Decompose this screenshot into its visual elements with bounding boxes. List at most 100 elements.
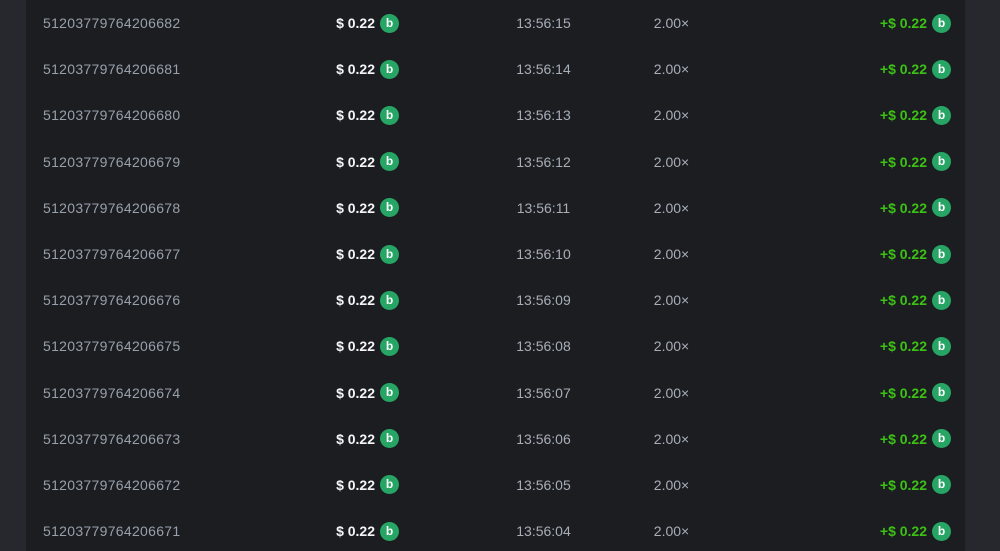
bet-amount-cell: $ 0.22 b: [306, 429, 399, 449]
table-row[interactable]: 51203779764206671 $ 0.22 b 13:56:04 2.00…: [26, 508, 965, 551]
bet-time: 13:56:04: [516, 523, 571, 540]
payout-value: +$ 0.22: [879, 61, 927, 78]
bet-id: 51203779764206678: [43, 199, 181, 216]
bcd-coin-icon: b: [380, 13, 399, 33]
bet-id: 51203779764206677: [43, 246, 181, 263]
bet-time: 13:56:14: [516, 61, 571, 78]
bet-amount-cell: $ 0.22 b: [306, 105, 399, 125]
table-row[interactable]: 51203779764206682 $ 0.22 b 13:56:15 2.00…: [26, 0, 965, 46]
bet-payout-cell: +$ 0.22 b: [765, 244, 965, 264]
coin-glyph: b: [937, 292, 946, 307]
bet-time: 13:56:05: [516, 476, 571, 493]
coin-glyph: b: [385, 292, 394, 307]
bet-amount-value: $ 0.22: [336, 338, 375, 355]
bcd-coin-icon: b: [380, 105, 399, 125]
bcd-coin-icon: b: [380, 152, 399, 172]
coin-glyph: b: [937, 523, 946, 538]
bet-amount-cell: $ 0.22 b: [306, 290, 399, 310]
coin-glyph: b: [385, 15, 394, 30]
table-row[interactable]: 51203779764206676 $ 0.22 b 13:56:09 2.00…: [26, 277, 965, 323]
bet-multiplier: 2.00×: [653, 430, 690, 447]
bet-amount-value: $ 0.22: [336, 153, 375, 170]
payout-value: +$ 0.22: [879, 15, 927, 32]
payout-value: +$ 0.22: [879, 246, 927, 263]
coin-glyph: b: [385, 61, 394, 76]
bet-amount-value: $ 0.22: [336, 199, 375, 216]
bet-id: 51203779764206671: [43, 523, 181, 540]
table-row[interactable]: 51203779764206672 $ 0.22 b 13:56:05 2.00…: [26, 462, 965, 508]
bet-id: 51203779764206676: [43, 292, 181, 309]
bet-amount-value: $ 0.22: [336, 292, 375, 309]
coin-glyph: b: [937, 154, 946, 169]
bcd-coin-icon: b: [932, 290, 951, 310]
bet-amount-value: $ 0.22: [336, 61, 375, 78]
coin-glyph: b: [937, 107, 946, 122]
table-row[interactable]: 51203779764206680 $ 0.22 b 13:56:13 2.00…: [26, 92, 965, 138]
table-row[interactable]: 51203779764206678 $ 0.22 b 13:56:11 2.00…: [26, 185, 965, 231]
coin-glyph: b: [385, 338, 394, 353]
coin-glyph: b: [385, 477, 394, 492]
payout-value: +$ 0.22: [879, 523, 927, 540]
bet-time: 13:56:10: [516, 246, 571, 263]
table-row[interactable]: 51203779764206675 $ 0.22 b 13:56:08 2.00…: [26, 323, 965, 369]
bcd-coin-icon: b: [932, 429, 951, 449]
coin-glyph: b: [385, 246, 394, 261]
bet-payout-cell: +$ 0.22 b: [765, 383, 965, 403]
payout-value: +$ 0.22: [879, 292, 927, 309]
bet-amount-value: $ 0.22: [336, 523, 375, 540]
bet-multiplier: 2.00×: [653, 153, 690, 170]
bet-multiplier: 2.00×: [653, 338, 690, 355]
coin-glyph: b: [937, 431, 946, 446]
table-row[interactable]: 51203779764206673 $ 0.22 b 13:56:06 2.00…: [26, 416, 965, 462]
bcd-coin-icon: b: [380, 429, 399, 449]
bet-time: 13:56:09: [516, 292, 571, 309]
bet-amount-value: $ 0.22: [336, 384, 375, 401]
bet-amount-cell: $ 0.22 b: [306, 198, 399, 218]
table-row[interactable]: 51203779764206679 $ 0.22 b 13:56:12 2.00…: [26, 139, 965, 185]
bet-payout-cell: +$ 0.22 b: [765, 521, 965, 541]
bcd-coin-icon: b: [932, 13, 951, 33]
coin-glyph: b: [937, 246, 946, 261]
bcd-coin-icon: b: [932, 105, 951, 125]
bcd-coin-icon: b: [932, 244, 951, 264]
bet-multiplier: 2.00×: [653, 523, 690, 540]
payout-value: +$ 0.22: [879, 430, 927, 447]
table-row[interactable]: 51203779764206674 $ 0.22 b 13:56:07 2.00…: [26, 370, 965, 416]
bet-payout-cell: +$ 0.22 b: [765, 336, 965, 356]
coin-glyph: b: [937, 385, 946, 400]
bet-multiplier: 2.00×: [653, 292, 690, 309]
bcd-coin-icon: b: [380, 59, 399, 79]
bet-time: 13:56:08: [516, 338, 571, 355]
bcd-coin-icon: b: [380, 521, 399, 541]
table-row[interactable]: 51203779764206677 $ 0.22 b 13:56:10 2.00…: [26, 231, 965, 277]
bet-amount-cell: $ 0.22 b: [306, 383, 399, 403]
coin-glyph: b: [937, 61, 946, 76]
bet-time: 13:56:13: [516, 107, 571, 124]
coin-glyph: b: [937, 15, 946, 30]
bcd-coin-icon: b: [932, 521, 951, 541]
bet-multiplier: 2.00×: [653, 476, 690, 493]
coin-glyph: b: [385, 107, 394, 122]
table-row[interactable]: 51203779764206681 $ 0.22 b 13:56:14 2.00…: [26, 46, 965, 92]
bet-multiplier: 2.00×: [653, 61, 690, 78]
bet-time: 13:56:06: [516, 430, 571, 447]
bet-id: 51203779764206674: [43, 384, 181, 401]
bet-payout-cell: +$ 0.22 b: [765, 290, 965, 310]
bcd-coin-icon: b: [380, 475, 399, 495]
bet-amount-value: $ 0.22: [336, 246, 375, 263]
bet-payout-cell: +$ 0.22 b: [765, 105, 965, 125]
bet-amount-cell: $ 0.22 b: [306, 59, 399, 79]
bcd-coin-icon: b: [380, 198, 399, 218]
bet-payout-cell: +$ 0.22 b: [765, 152, 965, 172]
bcd-coin-icon: b: [380, 244, 399, 264]
coin-glyph: b: [385, 154, 394, 169]
bet-amount-value: $ 0.22: [336, 15, 375, 32]
payout-value: +$ 0.22: [879, 384, 927, 401]
bet-id: 51203779764206679: [43, 153, 181, 170]
bet-amount-cell: $ 0.22 b: [306, 13, 399, 33]
bet-amount-cell: $ 0.22 b: [306, 475, 399, 495]
bet-multiplier: 2.00×: [653, 384, 690, 401]
bet-id: 51203779764206680: [43, 107, 181, 124]
bet-id: 51203779764206672: [43, 476, 181, 493]
payout-value: +$ 0.22: [879, 199, 927, 216]
